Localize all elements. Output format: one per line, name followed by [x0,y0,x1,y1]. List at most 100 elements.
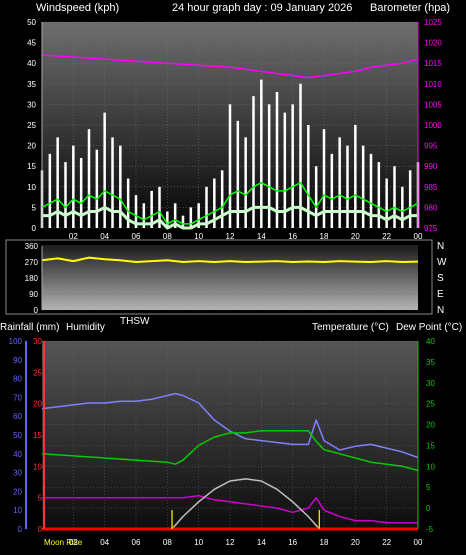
temperature-tick-label: 35 [426,358,435,367]
rainfall-axis-label: Rainfall (mm) [0,322,59,333]
wind-tick-label: 20 [27,142,36,151]
temp-x-tick-label: 18 [320,538,329,547]
wind-x-tick-label: 14 [257,232,266,241]
barometer-tick-label: 1005 [424,100,442,109]
compass-s: S [437,273,444,284]
direction-tick-label: 90 [29,290,38,299]
wind-tick-label: 40 [27,59,36,68]
direction-tick-label: 360 [25,242,39,251]
temp-x-tick-label: 02 [69,538,78,547]
wind-low-line [42,205,418,230]
wind-x-tick-label: 02 [69,232,78,241]
wind-x-tick-label: 22 [382,232,391,241]
humidity-tick-label: 40 [13,450,22,459]
temperature-tick-label: 40 [426,337,435,346]
humidity-line [41,392,419,459]
humidity-tick-label: 80 [13,375,22,384]
graph-title: 24 hour graph day : 09 January 2026 [172,2,352,14]
direction-tick-label: 180 [25,274,39,283]
wind-tick-label: 5 [32,203,37,212]
barometer-tick-label: 995 [424,142,438,151]
humidity-tick-label: 30 [13,469,22,478]
compass-e: E [437,289,444,300]
temperature-tick-label: 30 [426,379,435,388]
temp-x-tick-label: 06 [132,538,141,547]
wind-tick-label: 35 [27,80,36,89]
barometer-tick-label: 980 [424,203,438,212]
rainfall-tick-label: 10 [33,462,42,471]
compass-w: W [437,257,447,268]
wind-x-tick-label: 16 [288,232,297,241]
solar-curve [171,478,320,530]
rainfall-tick-label: 30 [33,337,42,346]
barometer-tick-label: 1015 [424,59,442,68]
wind-average-line [41,181,419,225]
wind-x-tick-label: 18 [320,232,329,241]
wind-x-tick-label: 04 [100,232,109,241]
humidity-tick-label: 10 [13,506,22,515]
thsw-label: THSW [120,316,150,327]
wind-x-tick-label: 12 [226,232,235,241]
temp-x-tick-label: 16 [288,538,297,547]
wind-x-tick-label: 20 [351,232,360,241]
humidity-tick-label: 60 [13,412,22,421]
barometer-axis-label: Barometer (hpa) [370,2,450,14]
temp-x-tick-label: 14 [257,538,266,547]
temperature-tick-label: -5 [426,525,434,534]
direction-tick-label: 0 [34,306,39,315]
wind-x-tick-label: 06 [132,232,141,241]
temperature-tick-label: 25 [426,400,435,409]
rainfall-tick-label: 25 [33,368,42,377]
temperature-tick-label: 0 [426,504,431,513]
rainfall-tick-label: 20 [33,400,42,409]
wind-tick-label: 10 [27,183,36,192]
temperature-tick-label: 15 [426,441,435,450]
wind-x-tick-label: 00 [414,232,423,241]
temp-x-tick-label: 12 [226,538,235,547]
barometer-tick-label: 1000 [424,121,442,130]
direction-tick-label: 270 [25,258,39,267]
barometer-tick-label: 1010 [424,80,442,89]
barometer-tick-label: 1025 [424,18,442,27]
wind-tick-label: 30 [27,100,36,109]
wind-tick-label: 45 [27,39,36,48]
compass-n-top: N [437,241,444,252]
temperature-tick-label: 5 [426,483,431,492]
temp-x-tick-label: 08 [163,538,172,547]
temp-x-tick-label: 10 [194,538,203,547]
rainfall-tick-label: 5 [38,494,43,503]
wind-tick-label: 0 [32,224,37,233]
wind-tick-label: 25 [27,121,36,130]
direction-panel-background [42,245,418,310]
humidity-tick-label: 100 [9,337,23,346]
temperature-axis-label: Temperature (°C) [312,322,389,333]
barometer-tick-label: 985 [424,183,438,192]
dew-point-axis-label: Dew Point (°C) [396,322,462,333]
temperature-tick-label: 10 [426,462,435,471]
humidity-tick-label: 20 [13,487,22,496]
rainfall-tick-label: 0 [38,525,43,534]
wind-x-tick-label: 08 [163,232,172,241]
humidity-tick-label: 50 [13,431,22,440]
compass-n-bottom: N [437,305,444,316]
humidity-tick-label: 0 [18,525,23,534]
humidity-tick-label: 70 [13,393,22,402]
humidity-axis-label: Humidity [66,322,105,333]
wind-axis-label: Windspeed (kph) [36,2,119,14]
temp-x-tick-label: 00 [414,538,423,547]
wind-tick-label: 15 [27,162,36,171]
wind-tick-label: 50 [27,18,36,27]
direction-panel-frame [5,239,433,315]
temperature-tick-label: 20 [426,421,435,430]
barometer-tick-label: 990 [424,162,438,171]
moon-rise-label: Moon Rise [44,538,83,547]
dew-point-line [42,494,418,524]
temp-x-tick-label: 20 [351,538,360,547]
temp-x-tick-label: 22 [382,538,391,547]
temperature-line [41,430,419,472]
barometer-tick-label: 975 [424,224,438,233]
humidity-tick-label: 90 [13,356,22,365]
wind-direction-line [41,256,419,263]
barometer-line [41,54,419,79]
